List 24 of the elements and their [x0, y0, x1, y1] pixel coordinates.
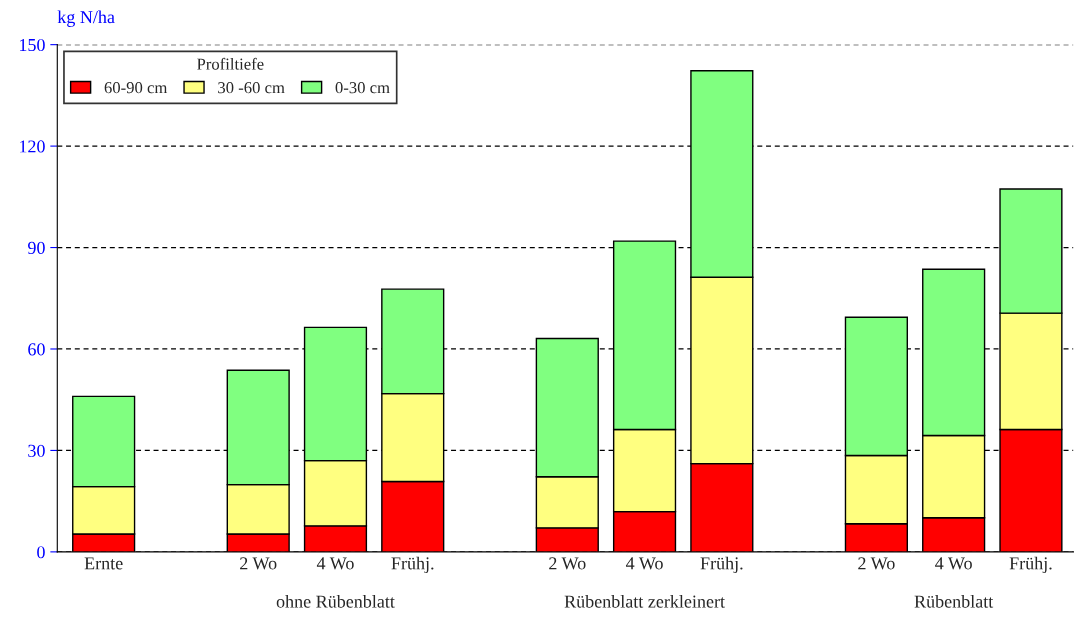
legend-label: 60-90 cm: [104, 82, 168, 94]
y-tick-label: 90: [28, 241, 45, 254]
text: ohne Rübenblatt: [276, 594, 395, 608]
y-tick-label: 150: [19, 38, 45, 52]
y-tick-label: 0: [37, 546, 45, 559]
y-axis-title: kg N/ha: [57, 10, 115, 27]
x-tick-label: 4 Wo: [625, 557, 663, 570]
x-tick-label: Ernte: [84, 557, 123, 570]
x-tick-label: 2 Wo: [858, 557, 895, 570]
x-tick-label: 2 Wo: [240, 557, 277, 570]
x-tick-label: 4 Wo: [935, 557, 972, 570]
x-tick-label: Frühj.: [391, 556, 434, 574]
y-tick-label: 120: [19, 140, 45, 153]
x-tick-label: 4 Wo: [316, 557, 354, 570]
y-tick-label: 30: [28, 444, 45, 457]
x-tick-label: Frühj.: [1009, 556, 1052, 574]
legend-label: 30 -60 cm: [218, 82, 285, 94]
y-tick-label: 60: [28, 343, 45, 356]
text: Rübenblatt zerkleinert: [564, 594, 725, 608]
x-tick-label: 2 Wo: [549, 557, 586, 570]
legend-title: Profiltiefe: [197, 57, 264, 70]
text: Rübenblatt: [914, 594, 994, 608]
legend-label: 0-30 cm: [335, 82, 390, 94]
x-tick-label: Frühj.: [700, 556, 743, 574]
